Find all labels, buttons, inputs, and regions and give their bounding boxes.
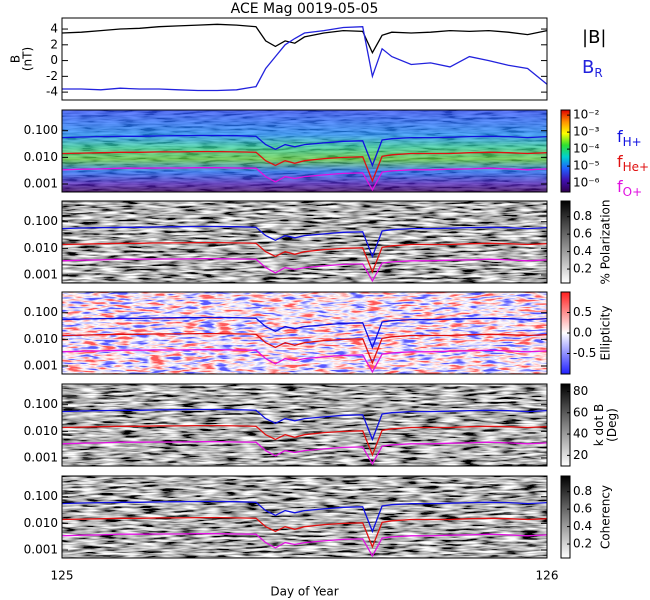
colorbar-tick-label: 20: [573, 448, 588, 462]
series-line: [61, 533, 548, 558]
spectrogram-image: [62, 476, 547, 558]
y-tick-label: 0.010: [24, 424, 58, 438]
series-line: [61, 516, 548, 549]
x-tick-label: 125: [51, 569, 74, 583]
legend-label: |B|: [582, 27, 606, 48]
legend-name: f: [617, 152, 623, 171]
y-tick-label: 0.001: [24, 450, 58, 464]
colorbar-tick-label: 0.8: [573, 484, 592, 498]
y-tick-label: 0.001: [24, 358, 58, 372]
series-line: [62, 26, 548, 92]
colorbar-label: (Deg): [605, 408, 619, 442]
series-line: [61, 23, 548, 55]
colorbar-label: Ellipticity: [599, 306, 613, 361]
legend-name: f: [617, 127, 623, 146]
legend-name: B: [582, 57, 594, 78]
y-tick-label: -2: [46, 69, 58, 83]
colorbar: [560, 383, 571, 467]
y-tick-label: -4: [46, 85, 58, 99]
colorbar-tick-label: 0.4: [573, 244, 592, 258]
colorbar-tick-label: 10⁻⁵: [573, 159, 600, 173]
colorbar-tick-label: 0.8: [573, 209, 592, 223]
spectrogram-image: [62, 201, 547, 283]
colorbar-tick-label: 0.2: [573, 262, 592, 276]
series-line: [61, 349, 548, 374]
colorbar: [560, 200, 571, 284]
colorbar-tick-label: 0.2: [573, 537, 592, 551]
y-tick-label: 0.100: [24, 397, 58, 411]
colorbar-label: Coherency: [599, 485, 613, 549]
legend-label: fO+: [617, 177, 642, 199]
colorbar-tick-label: 10⁻²: [573, 108, 600, 122]
y-tick-label: 0.010: [24, 516, 58, 530]
colorbar-tick-label: 0.0: [573, 326, 592, 340]
series-line: [61, 241, 548, 274]
spectrogram-image: [62, 384, 547, 466]
colorbar-tick-label: 80: [573, 384, 588, 398]
y-tick-label: 4: [50, 22, 58, 36]
series-line: [61, 150, 548, 183]
y-tick-label: 0.100: [24, 489, 58, 503]
series-line: [61, 441, 548, 466]
series-line: [61, 408, 548, 442]
series-line: [61, 258, 548, 283]
y-tick-label: 0.100: [24, 214, 58, 228]
colorbar-tick-label: 10⁻⁴: [573, 142, 600, 156]
colorbar-tick-label: 60: [573, 405, 588, 419]
colorbar-tick-label: 0.4: [573, 519, 592, 533]
colorbar-tick-label: 10⁻³: [573, 125, 600, 139]
plot-frame: [61, 291, 548, 375]
colorbar-label: % Polarization: [599, 200, 613, 285]
legend-subscript: R: [594, 66, 602, 80]
series-line: [61, 424, 548, 457]
plot-frame: [61, 17, 548, 101]
y-tick-label: 0.100: [24, 123, 58, 137]
legend-subscript: He+: [623, 160, 649, 174]
chart-title: ACE Mag 0019-05-05: [231, 1, 379, 17]
y-tick-label: 0.001: [24, 542, 58, 556]
series-line: [61, 134, 548, 168]
colorbar: [560, 475, 571, 559]
colorbar-label: k dot B: [592, 404, 606, 446]
legend-name: |B|: [582, 27, 606, 48]
series-line: [61, 225, 548, 259]
colorbar-tick-label: 10⁻⁶: [573, 176, 600, 190]
plot-frame: [61, 383, 548, 467]
colorbar-tick-label: 0.6: [573, 502, 592, 516]
y-axis-label: (nT): [21, 47, 35, 71]
colorbar-tick-label: 0.5: [573, 305, 592, 319]
legend-label: fHe+: [617, 152, 649, 174]
plot-frame: [61, 109, 548, 193]
colorbar: [560, 109, 571, 193]
y-axis-label: B: [9, 55, 23, 63]
series-line: [61, 332, 548, 365]
legend-label: BR: [582, 57, 603, 80]
colorbar-tick-label: 0.6: [573, 227, 592, 241]
plot-frame: [61, 475, 548, 559]
plot-frame: [61, 200, 548, 284]
y-tick-label: 0.010: [24, 241, 58, 255]
legend-subscript: O+: [623, 185, 643, 199]
series-line: [61, 316, 548, 350]
legend-subscript: H+: [623, 135, 642, 149]
spectrogram-texture: [62, 110, 547, 192]
x-tick-label: 126: [536, 569, 559, 583]
y-tick-label: 2: [50, 37, 58, 51]
y-tick-label: 0.010: [24, 150, 58, 164]
series-line: [61, 500, 548, 534]
legend-label: fH+: [617, 127, 642, 149]
y-tick-label: 0.010: [24, 332, 58, 346]
y-tick-label: 0: [50, 53, 58, 67]
colorbar-tick-label: 40: [573, 427, 588, 441]
x-axis-label: Day of Year: [270, 585, 338, 599]
series-line: [61, 167, 548, 192]
y-tick-label: 0.100: [24, 305, 58, 319]
colorbar-tick-label: -0.5: [573, 346, 596, 360]
legend-name: f: [617, 177, 623, 196]
y-tick-label: 0.001: [24, 267, 58, 281]
y-tick-label: 0.001: [24, 176, 58, 190]
spectrogram-image: [62, 292, 547, 374]
